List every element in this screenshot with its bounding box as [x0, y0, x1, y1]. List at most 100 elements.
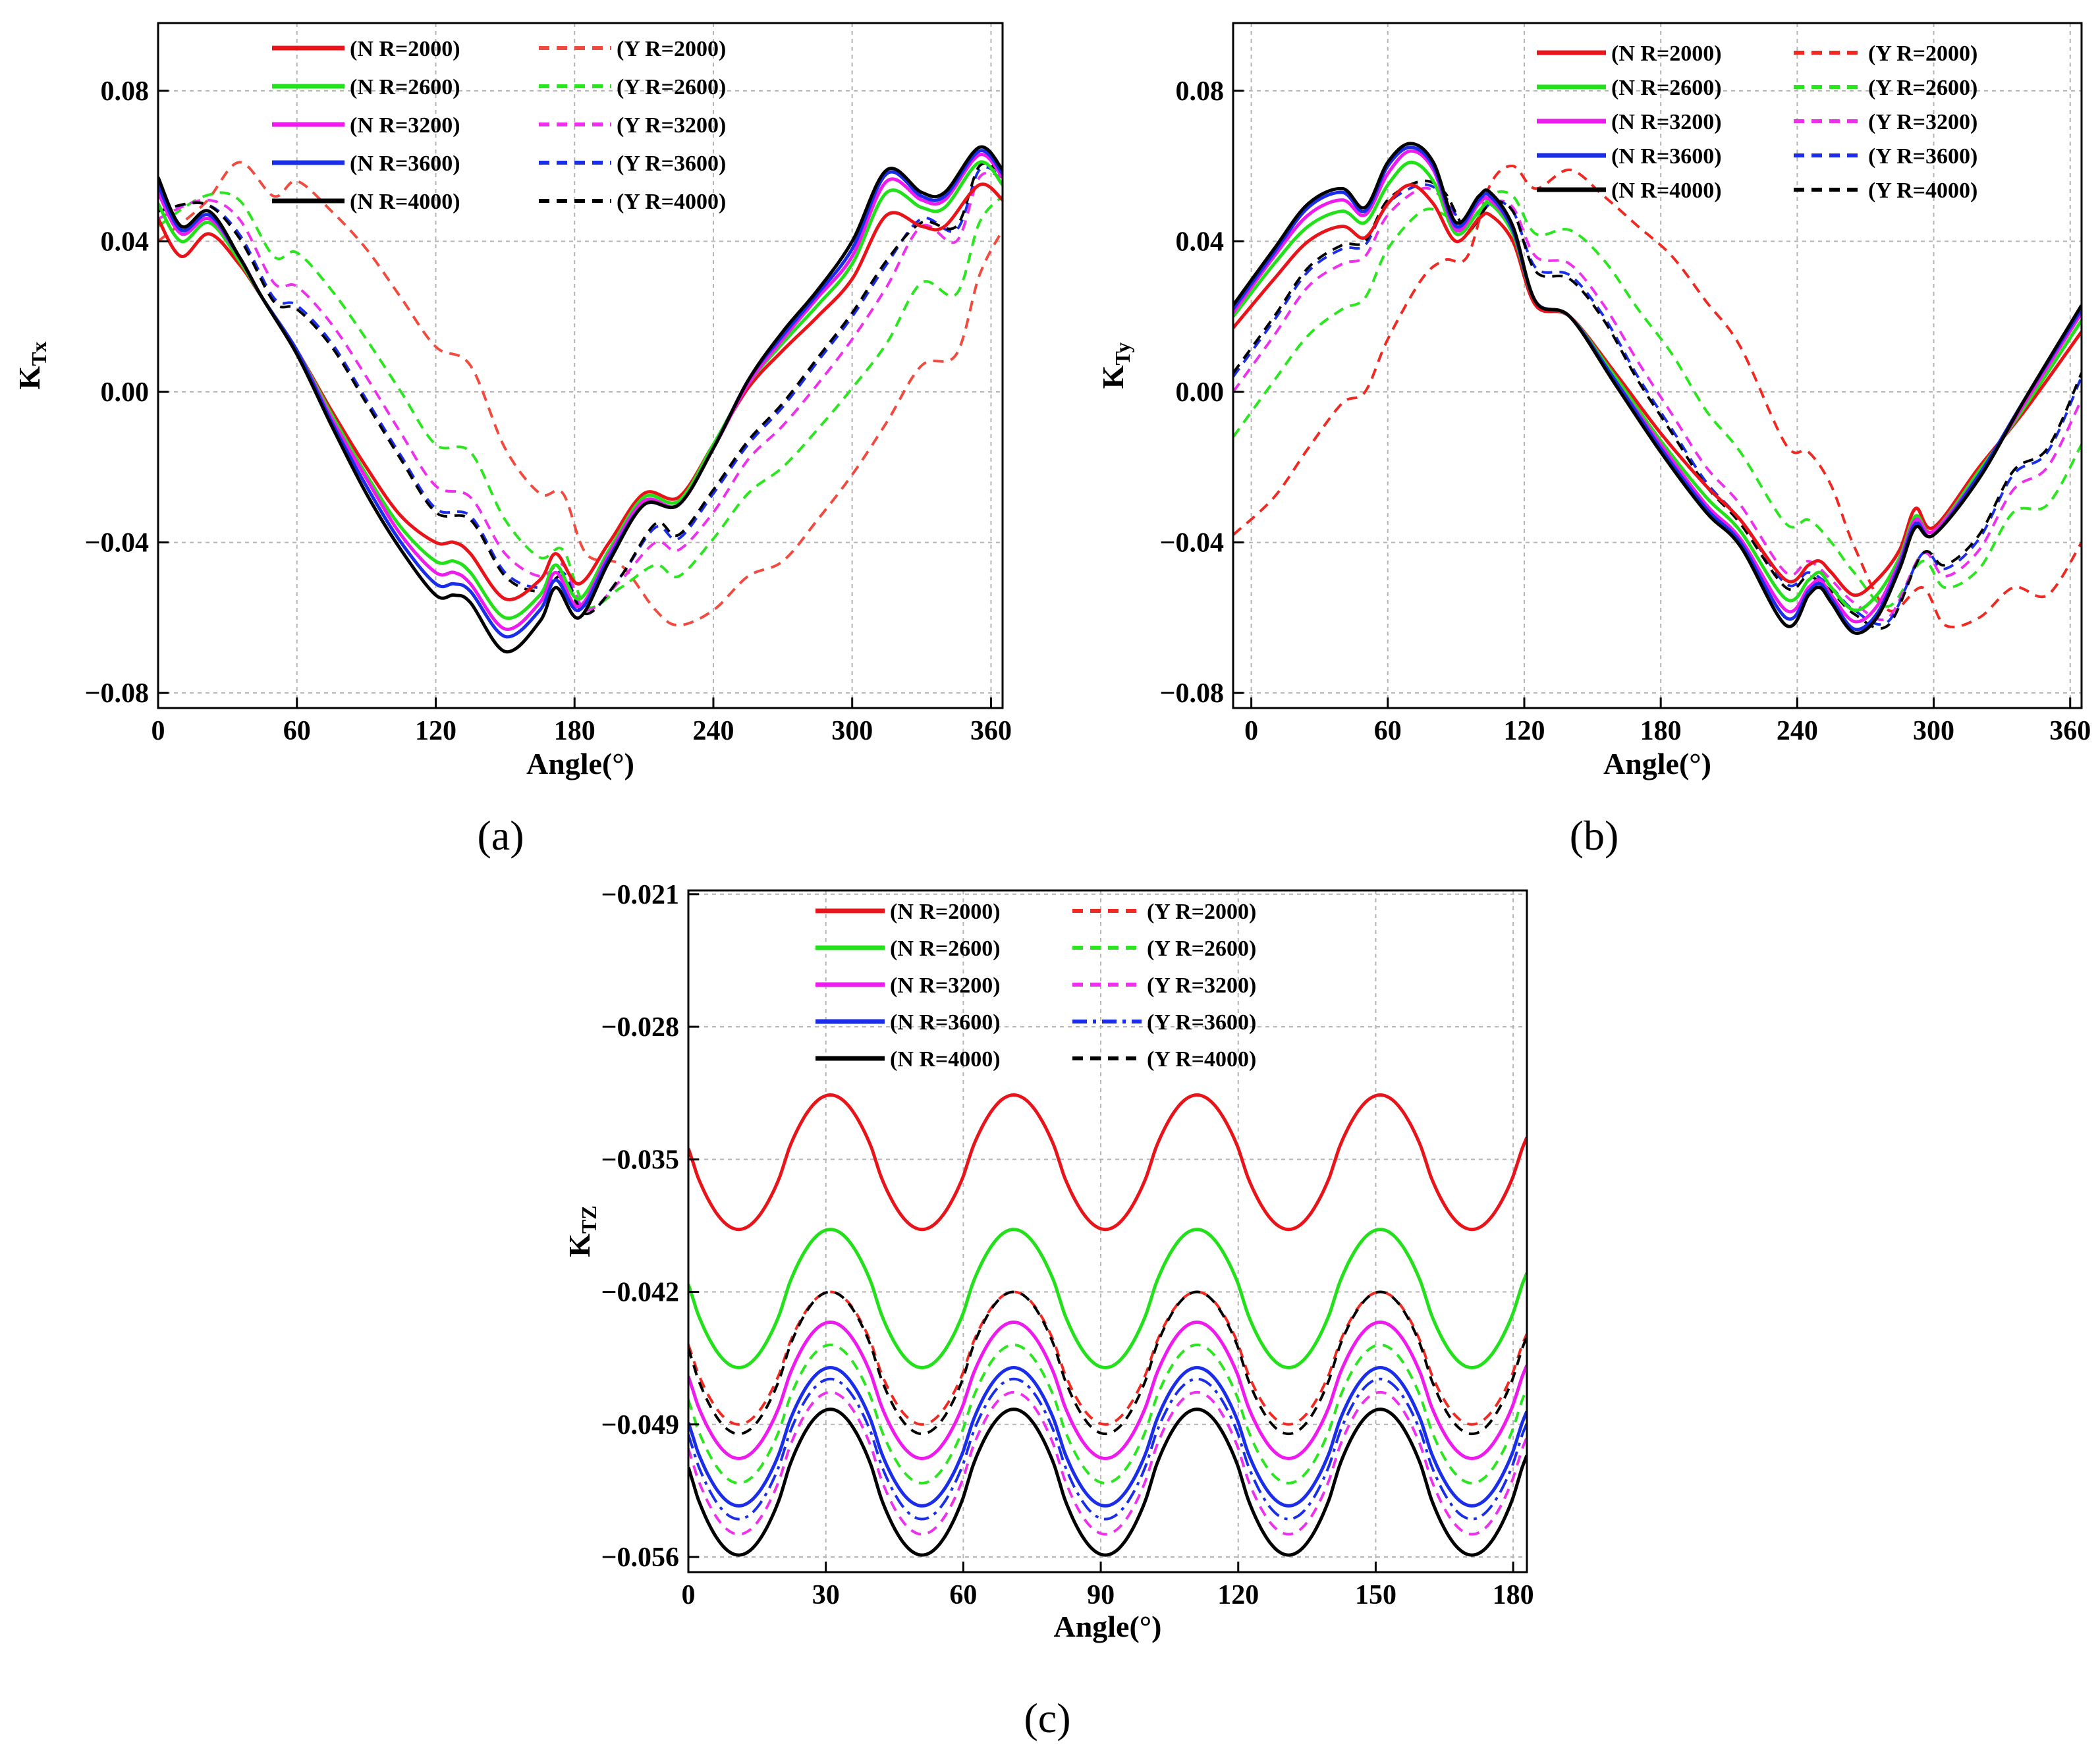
series-line — [688, 1407, 1527, 1557]
legend-entry: (Y R=3600) — [1868, 144, 1977, 169]
series-line — [1233, 142, 2082, 635]
series-line — [688, 1390, 1527, 1536]
legend-entry: (Y R=3200) — [617, 113, 726, 138]
legend-entry: (Y R=2600) — [1868, 76, 1977, 100]
x-tick-label: 240 — [692, 716, 734, 746]
y-tick-label: 0.08 — [101, 76, 150, 107]
y-tick-label: −0.056 — [601, 1542, 679, 1573]
y-tick-label: −0.035 — [601, 1145, 679, 1175]
panel-label-a: (a) — [477, 812, 524, 859]
plot-frame-a — [157, 22, 1004, 709]
series-line — [158, 145, 1003, 654]
legend-entry: (Y R=2000) — [1147, 900, 1256, 924]
y-tick-label: −0.042 — [601, 1278, 679, 1308]
y-tick-label: 0.00 — [1176, 377, 1225, 408]
panel-label-c: (c) — [1024, 1695, 1070, 1741]
series-line — [158, 162, 1003, 616]
y-tick-label: −0.021 — [601, 880, 679, 910]
x-tick-label: 60 — [283, 716, 311, 746]
legend-entry: (N R=4000) — [890, 1047, 1001, 1072]
series-line — [1233, 183, 2082, 597]
x-tick-label: 180 — [1493, 1580, 1534, 1610]
series-line — [1233, 165, 2082, 629]
y-tick-label: −0.04 — [85, 528, 149, 559]
legend-entry: (N R=3200) — [1611, 110, 1722, 134]
series-line — [688, 1344, 1527, 1485]
legend-entry: (Y R=2600) — [1147, 937, 1256, 961]
series-line — [158, 161, 1003, 627]
legend-entry: (N R=2000) — [890, 900, 1001, 924]
y-axis-label-b: KTy — [1096, 342, 1134, 389]
series-group — [158, 145, 1003, 654]
series-line — [1233, 190, 2082, 608]
legend-entry: (N R=2600) — [890, 937, 1001, 961]
legend-entry: (Y R=3200) — [1868, 110, 1977, 134]
series-group — [688, 1093, 1527, 1557]
legend-entry: (N R=2000) — [1611, 41, 1722, 66]
legend-entry: (N R=3200) — [350, 113, 460, 138]
y-axis-label-c: KTZ — [563, 1205, 601, 1257]
plot-frame-c — [687, 889, 1528, 1573]
series-line — [688, 1228, 1527, 1369]
series-line — [1233, 179, 2082, 630]
x-tick-label: 90 — [1087, 1580, 1115, 1610]
legend-entry: (N R=3600) — [350, 151, 460, 176]
series-line — [688, 1290, 1527, 1426]
series-line — [1233, 183, 2082, 626]
x-tick-label: 120 — [415, 716, 456, 746]
x-tick-label: 60 — [1374, 716, 1402, 746]
y-tick-label: 0.04 — [1176, 227, 1225, 257]
y-tick-label: 0.00 — [101, 377, 150, 408]
x-tick-label: 0 — [682, 1580, 696, 1610]
legend-entry: (Y R=3200) — [1147, 973, 1256, 998]
chart-panel-c: 0 30 60 90 120 150 180 −0.021 −0.028 −0.035 −0.042… — [563, 880, 1534, 1741]
legend-entry: (Y R=4000) — [1868, 178, 1977, 203]
series-line — [688, 1321, 1527, 1460]
legend-entry: (N R=2600) — [350, 75, 460, 99]
chart-panel-a: 0 60 120 180 240 300 360 −0.08 −0.04 0.00 0.04 0.08… — [13, 22, 1012, 859]
x-tick-label: 360 — [970, 716, 1012, 746]
series-line — [1233, 186, 2082, 622]
series-line — [1233, 149, 2082, 624]
y-tick-label: 0.08 — [1176, 76, 1225, 107]
y-tick-label: −0.04 — [1160, 528, 1224, 559]
legend-entry: (Y R=4000) — [1147, 1047, 1256, 1072]
x-tick-label: 150 — [1355, 1580, 1396, 1610]
y-tick-label: −0.08 — [1160, 678, 1224, 709]
x-tick-label: 300 — [1913, 716, 1954, 746]
series-line — [688, 1366, 1527, 1508]
series-line — [688, 1093, 1527, 1232]
x-tick-label: 180 — [1640, 716, 1682, 746]
x-tick-label: 30 — [812, 1580, 840, 1610]
legend-entry: (N R=2000) — [350, 37, 460, 61]
legend-entry: (Y R=3600) — [617, 151, 726, 176]
chart-panel-b: 0 60 120 180 240 300 360 −0.08 −0.04 0.00 0.04 0.08… — [1096, 22, 2091, 859]
x-axis-label-b: Angle(°) — [1603, 747, 1711, 780]
legend-entry: (Y R=2000) — [1868, 41, 1977, 66]
x-tick-label: 120 — [1503, 716, 1545, 746]
legend-entry: (N R=2600) — [1611, 76, 1722, 100]
series-line — [1233, 146, 2082, 632]
x-tick-label: 300 — [831, 716, 873, 746]
x-tick-label: 360 — [2049, 716, 2091, 746]
y-tick-label: 0.04 — [101, 227, 150, 257]
x-tick-label: 0 — [1244, 716, 1258, 746]
y-axis-label-a: KTx — [13, 341, 51, 389]
x-tick-label: 60 — [949, 1580, 977, 1610]
plot-frame-b — [1232, 22, 2083, 709]
x-tick-label: 240 — [1777, 716, 1818, 746]
legend-entry: (Y R=3600) — [1147, 1010, 1256, 1035]
panel-label-b: (b) — [1570, 812, 1619, 859]
series-line — [688, 1377, 1527, 1521]
series-line — [158, 149, 1003, 639]
x-tick-label: 180 — [554, 716, 595, 746]
y-tick-label: −0.08 — [85, 678, 149, 709]
legend-entry: (N R=4000) — [1611, 178, 1722, 203]
x-axis-label-a: Angle(°) — [526, 747, 634, 780]
legend-entry: (Y R=2000) — [617, 37, 726, 61]
legend-entry: (N R=3200) — [890, 973, 1001, 998]
series-line — [1233, 160, 2082, 613]
x-tick-label: 120 — [1217, 1580, 1259, 1610]
legend-entry: (N R=4000) — [350, 190, 460, 214]
